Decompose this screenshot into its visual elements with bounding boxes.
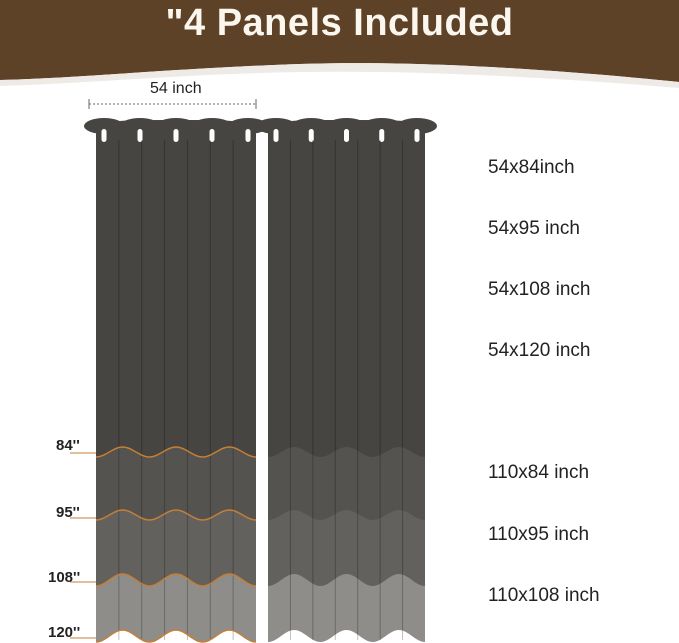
size-option: 110x108 inch — [488, 585, 600, 606]
size-option: 110x95 inch — [488, 524, 590, 545]
grommet-icon — [273, 129, 279, 142]
hem-line — [95, 629, 257, 643]
curtain-scallop — [256, 118, 296, 134]
size-option: 110x84 inch — [488, 462, 590, 483]
curtain-scallop — [361, 118, 402, 134]
grommet-icon — [245, 129, 251, 142]
curtain-scallop — [120, 118, 160, 134]
curtain-scallop — [326, 118, 367, 134]
grommet-icon — [344, 129, 349, 142]
grommet-icon — [173, 129, 179, 142]
hem-line — [95, 509, 257, 521]
grommet-icon — [414, 129, 420, 142]
grommet-icon — [308, 129, 314, 142]
curtain-scallop — [228, 118, 268, 134]
curtain-band — [96, 120, 256, 457]
length-mark-95: 95'' — [56, 504, 80, 521]
size-option: 54x120 inch — [488, 340, 591, 361]
grommet-icon — [379, 129, 385, 142]
grommet-icon — [101, 129, 107, 142]
length-mark-120: 120'' — [48, 624, 81, 641]
length-mark-108: 108'' — [48, 569, 81, 586]
curtain-scallop — [291, 118, 332, 134]
curtain-scallop — [397, 118, 437, 134]
hem-line — [95, 446, 257, 458]
curtain-scallop — [192, 118, 232, 134]
size-option: 54x108 inch — [488, 279, 591, 300]
curtain-scallop — [156, 118, 196, 134]
hem-line — [95, 573, 257, 587]
curtain-band — [268, 120, 425, 457]
size-option: 54x95 inch — [488, 218, 580, 239]
width-label: 54 inch — [150, 80, 202, 97]
header-banner — [0, 0, 679, 88]
page-title: "4 Panels Included — [165, 2, 514, 44]
grommet-icon — [137, 129, 143, 142]
length-mark-84: 84'' — [56, 437, 80, 454]
grommet-icon — [209, 129, 215, 142]
size-option: 54x84inch — [488, 157, 575, 178]
curtain-scallop — [84, 118, 124, 134]
